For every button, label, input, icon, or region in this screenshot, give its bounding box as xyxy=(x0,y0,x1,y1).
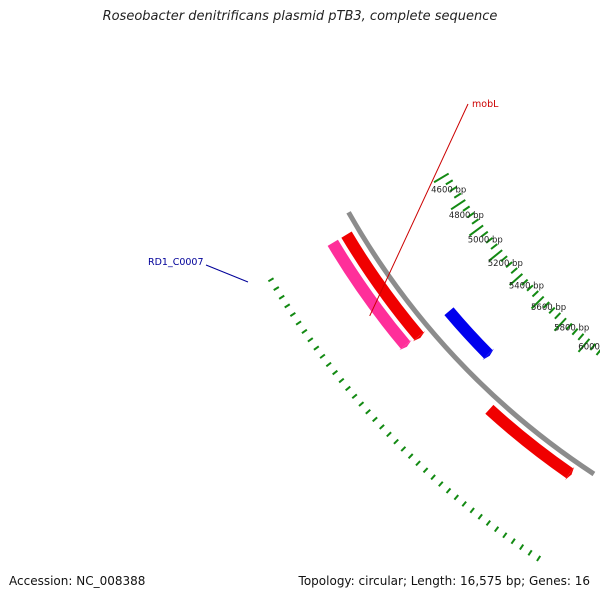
tick-mark xyxy=(351,393,358,400)
tick-mark xyxy=(438,481,444,487)
position-label: 5200 bp xyxy=(488,259,523,269)
tick-mark xyxy=(295,320,302,326)
tick-mark xyxy=(313,345,320,351)
tick-mark xyxy=(267,277,275,283)
tick-mark xyxy=(530,295,545,310)
tick-mark xyxy=(554,312,562,320)
tick-mark xyxy=(500,255,508,263)
position-labels: 4600 bp 4800 bp 5000 bp 5200 bp 5400 bp 5600 … xyxy=(431,186,600,353)
tick-mark xyxy=(519,544,525,551)
gene-arrowhead xyxy=(399,339,412,351)
map-title: Roseobacter denitrificans plasmid pTB3, … xyxy=(102,9,498,24)
accession-text: Accession: NC_008388 xyxy=(9,574,146,588)
position-label: 4800 bp xyxy=(449,211,484,221)
tick-mark xyxy=(393,438,399,445)
tick-mark xyxy=(485,237,494,244)
gene-features xyxy=(327,231,575,480)
tick-mark xyxy=(338,377,345,384)
tick-mark xyxy=(365,409,371,415)
tick-mark xyxy=(453,494,460,501)
tick-mark xyxy=(510,538,516,545)
tick-mark xyxy=(445,487,452,494)
tick-mark xyxy=(301,328,308,334)
tick-mark xyxy=(485,520,491,526)
tick-mark xyxy=(577,333,585,341)
tick-mark xyxy=(422,467,429,474)
gene-red-gene-upper xyxy=(341,231,424,341)
gene-label-mobL: mobL xyxy=(472,99,499,110)
gene-arrowhead xyxy=(412,331,426,342)
tick-mark xyxy=(577,338,591,353)
tick-mark xyxy=(480,230,489,238)
tick-mark xyxy=(407,453,414,459)
tick-mark xyxy=(284,303,291,309)
gene-arrowhead xyxy=(565,466,575,480)
tick-mark xyxy=(589,343,597,351)
tick-mark xyxy=(509,273,524,286)
position-label: 5600 bp xyxy=(531,303,566,313)
topology-summary: Topology: circular; Length: 16,575 bp; G… xyxy=(298,574,590,588)
tick-mark xyxy=(307,337,314,343)
tick-mark xyxy=(430,474,436,481)
gene-RD1_C0007 xyxy=(444,307,493,359)
position-label: 5800 bp xyxy=(554,323,589,333)
tick-mark xyxy=(493,526,500,533)
tick-mark xyxy=(358,401,365,407)
tick-mark xyxy=(471,218,480,225)
tick-mark xyxy=(477,513,483,520)
gene-arrowhead xyxy=(482,348,494,360)
tick-mark xyxy=(345,385,351,392)
tick-mark xyxy=(542,301,550,309)
tick-mark xyxy=(379,424,385,430)
tick-mark xyxy=(325,361,332,368)
tick-mark xyxy=(278,294,285,300)
tick-mark xyxy=(571,328,579,336)
tick-mark xyxy=(468,224,484,237)
tick-mark xyxy=(445,179,454,186)
tick-mark xyxy=(386,431,392,438)
rd1-leader xyxy=(205,264,249,283)
tick-mark xyxy=(469,507,475,514)
tick-mark xyxy=(505,261,513,269)
tick-mark xyxy=(433,172,450,184)
gene-red-gene-lower xyxy=(485,404,574,479)
tick-mark xyxy=(372,416,378,423)
tick-mark xyxy=(450,199,466,211)
tick-mark xyxy=(521,278,529,286)
position-label: 4600 bp xyxy=(431,186,466,196)
position-label: 5000 bp xyxy=(468,235,503,245)
tick-mark xyxy=(332,369,339,376)
tick-mark xyxy=(461,500,467,507)
tick-mark xyxy=(502,532,508,539)
tick-mark xyxy=(536,555,542,562)
gene-labels: mobL RD1_C0007 xyxy=(148,99,499,317)
tick-mark xyxy=(400,446,407,452)
tick-mark xyxy=(462,205,471,212)
tick-marks xyxy=(267,172,600,562)
backbone-circle xyxy=(346,211,596,477)
tick-mark xyxy=(565,322,573,331)
mobL-leader xyxy=(369,103,469,317)
tick-mark xyxy=(553,317,567,332)
tick-mark xyxy=(319,353,326,359)
gene-mobL xyxy=(327,239,411,349)
tick-mark xyxy=(490,243,498,250)
position-label: 6000 bp xyxy=(578,343,600,353)
tick-mark xyxy=(273,286,280,291)
tick-mark xyxy=(466,211,475,219)
tick-mark xyxy=(488,249,503,262)
tick-mark xyxy=(449,185,458,192)
tick-mark xyxy=(415,460,421,467)
position-label: 5400 bp xyxy=(509,281,544,291)
tick-mark xyxy=(548,306,556,314)
tick-mark xyxy=(526,284,534,292)
tick-mark xyxy=(510,267,518,275)
gene-label-rd1: RD1_C0007 xyxy=(148,257,204,268)
tick-mark xyxy=(289,311,296,317)
tick-mark xyxy=(527,549,533,556)
tick-mark xyxy=(453,192,462,199)
tick-mark xyxy=(595,348,600,356)
tick-mark xyxy=(531,290,539,298)
